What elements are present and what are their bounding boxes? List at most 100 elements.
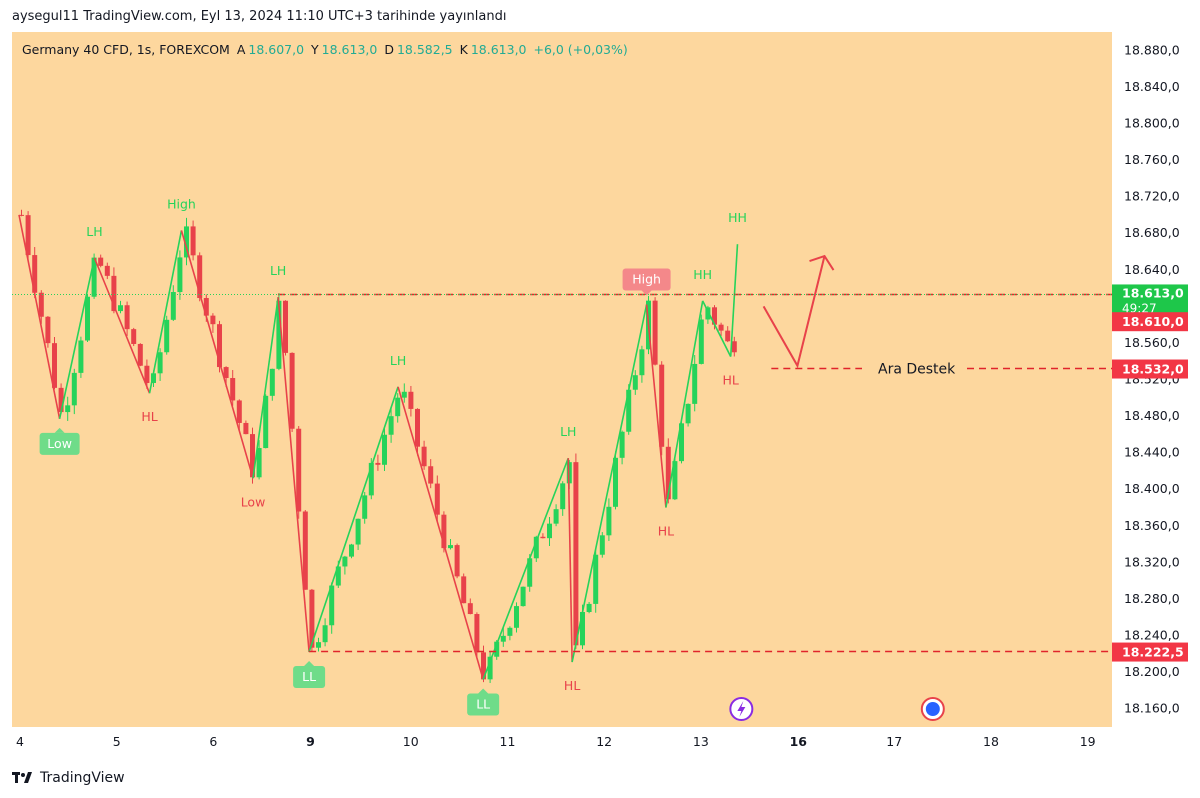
candle-body <box>718 324 724 331</box>
open-label: A <box>236 42 246 57</box>
top-bar: aysegul11 TradingView.com, Eyl 13, 2024 … <box>0 0 1200 32</box>
candle-body <box>25 215 31 256</box>
tradingview-brand[interactable]: TradingView <box>12 770 125 786</box>
candle-body <box>164 319 170 353</box>
price-badge-text: 18.532,0 <box>1122 362 1184 377</box>
structure-label: HL <box>564 678 580 693</box>
candle-body <box>124 305 130 330</box>
candle-body <box>514 606 519 628</box>
x-tick-label: 16 <box>790 734 808 749</box>
structure-label: LL <box>476 696 490 711</box>
y-tick-label: 18.160,0 <box>1124 701 1180 716</box>
candle-body <box>652 300 658 365</box>
x-tick-label: 10 <box>403 734 419 749</box>
candle-body <box>263 395 269 449</box>
y-tick-label: 18.240,0 <box>1124 628 1180 643</box>
last-price-badge[interactable] <box>1112 284 1188 317</box>
candle-body <box>626 389 632 432</box>
candle-body <box>223 367 229 379</box>
candle-body <box>731 341 737 353</box>
structure-label: Low <box>241 494 266 509</box>
y-tick-label: 18.720,0 <box>1124 189 1180 204</box>
candle-body <box>151 373 156 383</box>
candle-body <box>197 255 203 299</box>
candlestick-chart[interactable]: 18.160,0 18.200,0 18.240,0 18.280,0 18.320,0… <box>12 32 1188 756</box>
candle-body <box>335 566 341 586</box>
candle-body <box>184 226 189 258</box>
y-tick-label: 18.440,0 <box>1124 445 1180 460</box>
candle-body <box>32 255 38 293</box>
candle-body <box>210 315 216 325</box>
zigzag-segment <box>567 458 573 663</box>
tradingview-logo-icon <box>12 772 32 783</box>
x-tick-label: 5 <box>113 734 121 749</box>
price-axis[interactable] <box>1112 32 1188 727</box>
candle-body <box>494 641 500 657</box>
candle-body <box>639 349 645 376</box>
structure-tag-pointer <box>641 290 652 296</box>
publish-info: aysegul11 TradingView.com, Eyl 13, 2024 … <box>12 9 507 24</box>
candle-body <box>415 408 420 447</box>
candle-body <box>421 446 427 467</box>
candle-body <box>665 446 671 500</box>
candle-body <box>144 365 150 383</box>
x-tick-label: 13 <box>693 734 709 749</box>
candle-body <box>283 300 288 353</box>
change-value: +6,0 (+0,03%) <box>533 42 628 57</box>
candle-body <box>401 391 407 398</box>
candle-body <box>269 368 275 396</box>
chart-area[interactable]: 18.160,0 18.200,0 18.240,0 18.280,0 18.320,0… <box>12 32 1188 756</box>
candle-body <box>586 603 592 613</box>
candle-body <box>375 462 381 465</box>
structure-tag-pointer <box>54 427 65 433</box>
x-tick-label: 9 <box>306 734 315 749</box>
structure-label: LH <box>560 424 576 439</box>
candle-body <box>487 656 493 680</box>
candle-body <box>362 495 368 519</box>
structure-label: LH <box>270 263 286 278</box>
plot-background[interactable] <box>12 32 1112 727</box>
x-tick-label: 4 <box>16 734 24 749</box>
candle-body <box>65 405 71 413</box>
candle-body <box>104 265 110 276</box>
candle-body <box>250 434 255 478</box>
candle-body <box>441 514 447 549</box>
candle-body <box>533 536 539 559</box>
candle-body <box>78 340 84 373</box>
zigzag-segment <box>58 257 96 419</box>
x-tick-label: 6 <box>209 734 217 749</box>
structure-label: LH <box>390 353 406 368</box>
structure-label: High <box>167 196 196 211</box>
candle-body <box>342 556 348 567</box>
candle-body <box>382 434 387 465</box>
candle-body <box>408 391 414 409</box>
price-badge[interactable] <box>1112 312 1188 332</box>
candle-body <box>58 387 64 413</box>
candle-body <box>434 483 440 515</box>
price-badge-text: 18.610,0 <box>1122 314 1184 329</box>
zigzag-segment <box>645 304 667 508</box>
y-tick-label: 18.280,0 <box>1124 591 1180 606</box>
high-value: 18.613,0 <box>321 42 378 57</box>
zigzag-segment <box>252 297 279 479</box>
projection-arrow[interactable] <box>762 255 826 369</box>
candle-body <box>111 275 117 312</box>
zigzag-segment <box>729 244 739 357</box>
lightning-icon <box>737 701 746 717</box>
price-badge[interactable] <box>1112 359 1188 379</box>
open-value: 18.607,0 <box>248 42 305 57</box>
symbol-name[interactable]: Germany 40 CFD, 1s, FOREXCOM <box>22 42 230 57</box>
candle-body <box>685 403 691 424</box>
time-axis[interactable] <box>12 727 1188 756</box>
candle-body <box>45 316 51 344</box>
candle-body <box>520 586 526 607</box>
y-tick-label: 18.880,0 <box>1124 42 1180 57</box>
price-badge[interactable] <box>1112 642 1188 662</box>
candle-body <box>448 545 453 549</box>
candle-body <box>217 324 222 368</box>
low-label: D <box>384 42 394 57</box>
y-tick-label: 18.400,0 <box>1124 481 1180 496</box>
candle-body <box>118 305 123 312</box>
zigzag-segment <box>180 230 254 479</box>
high-label: Y <box>311 42 319 57</box>
